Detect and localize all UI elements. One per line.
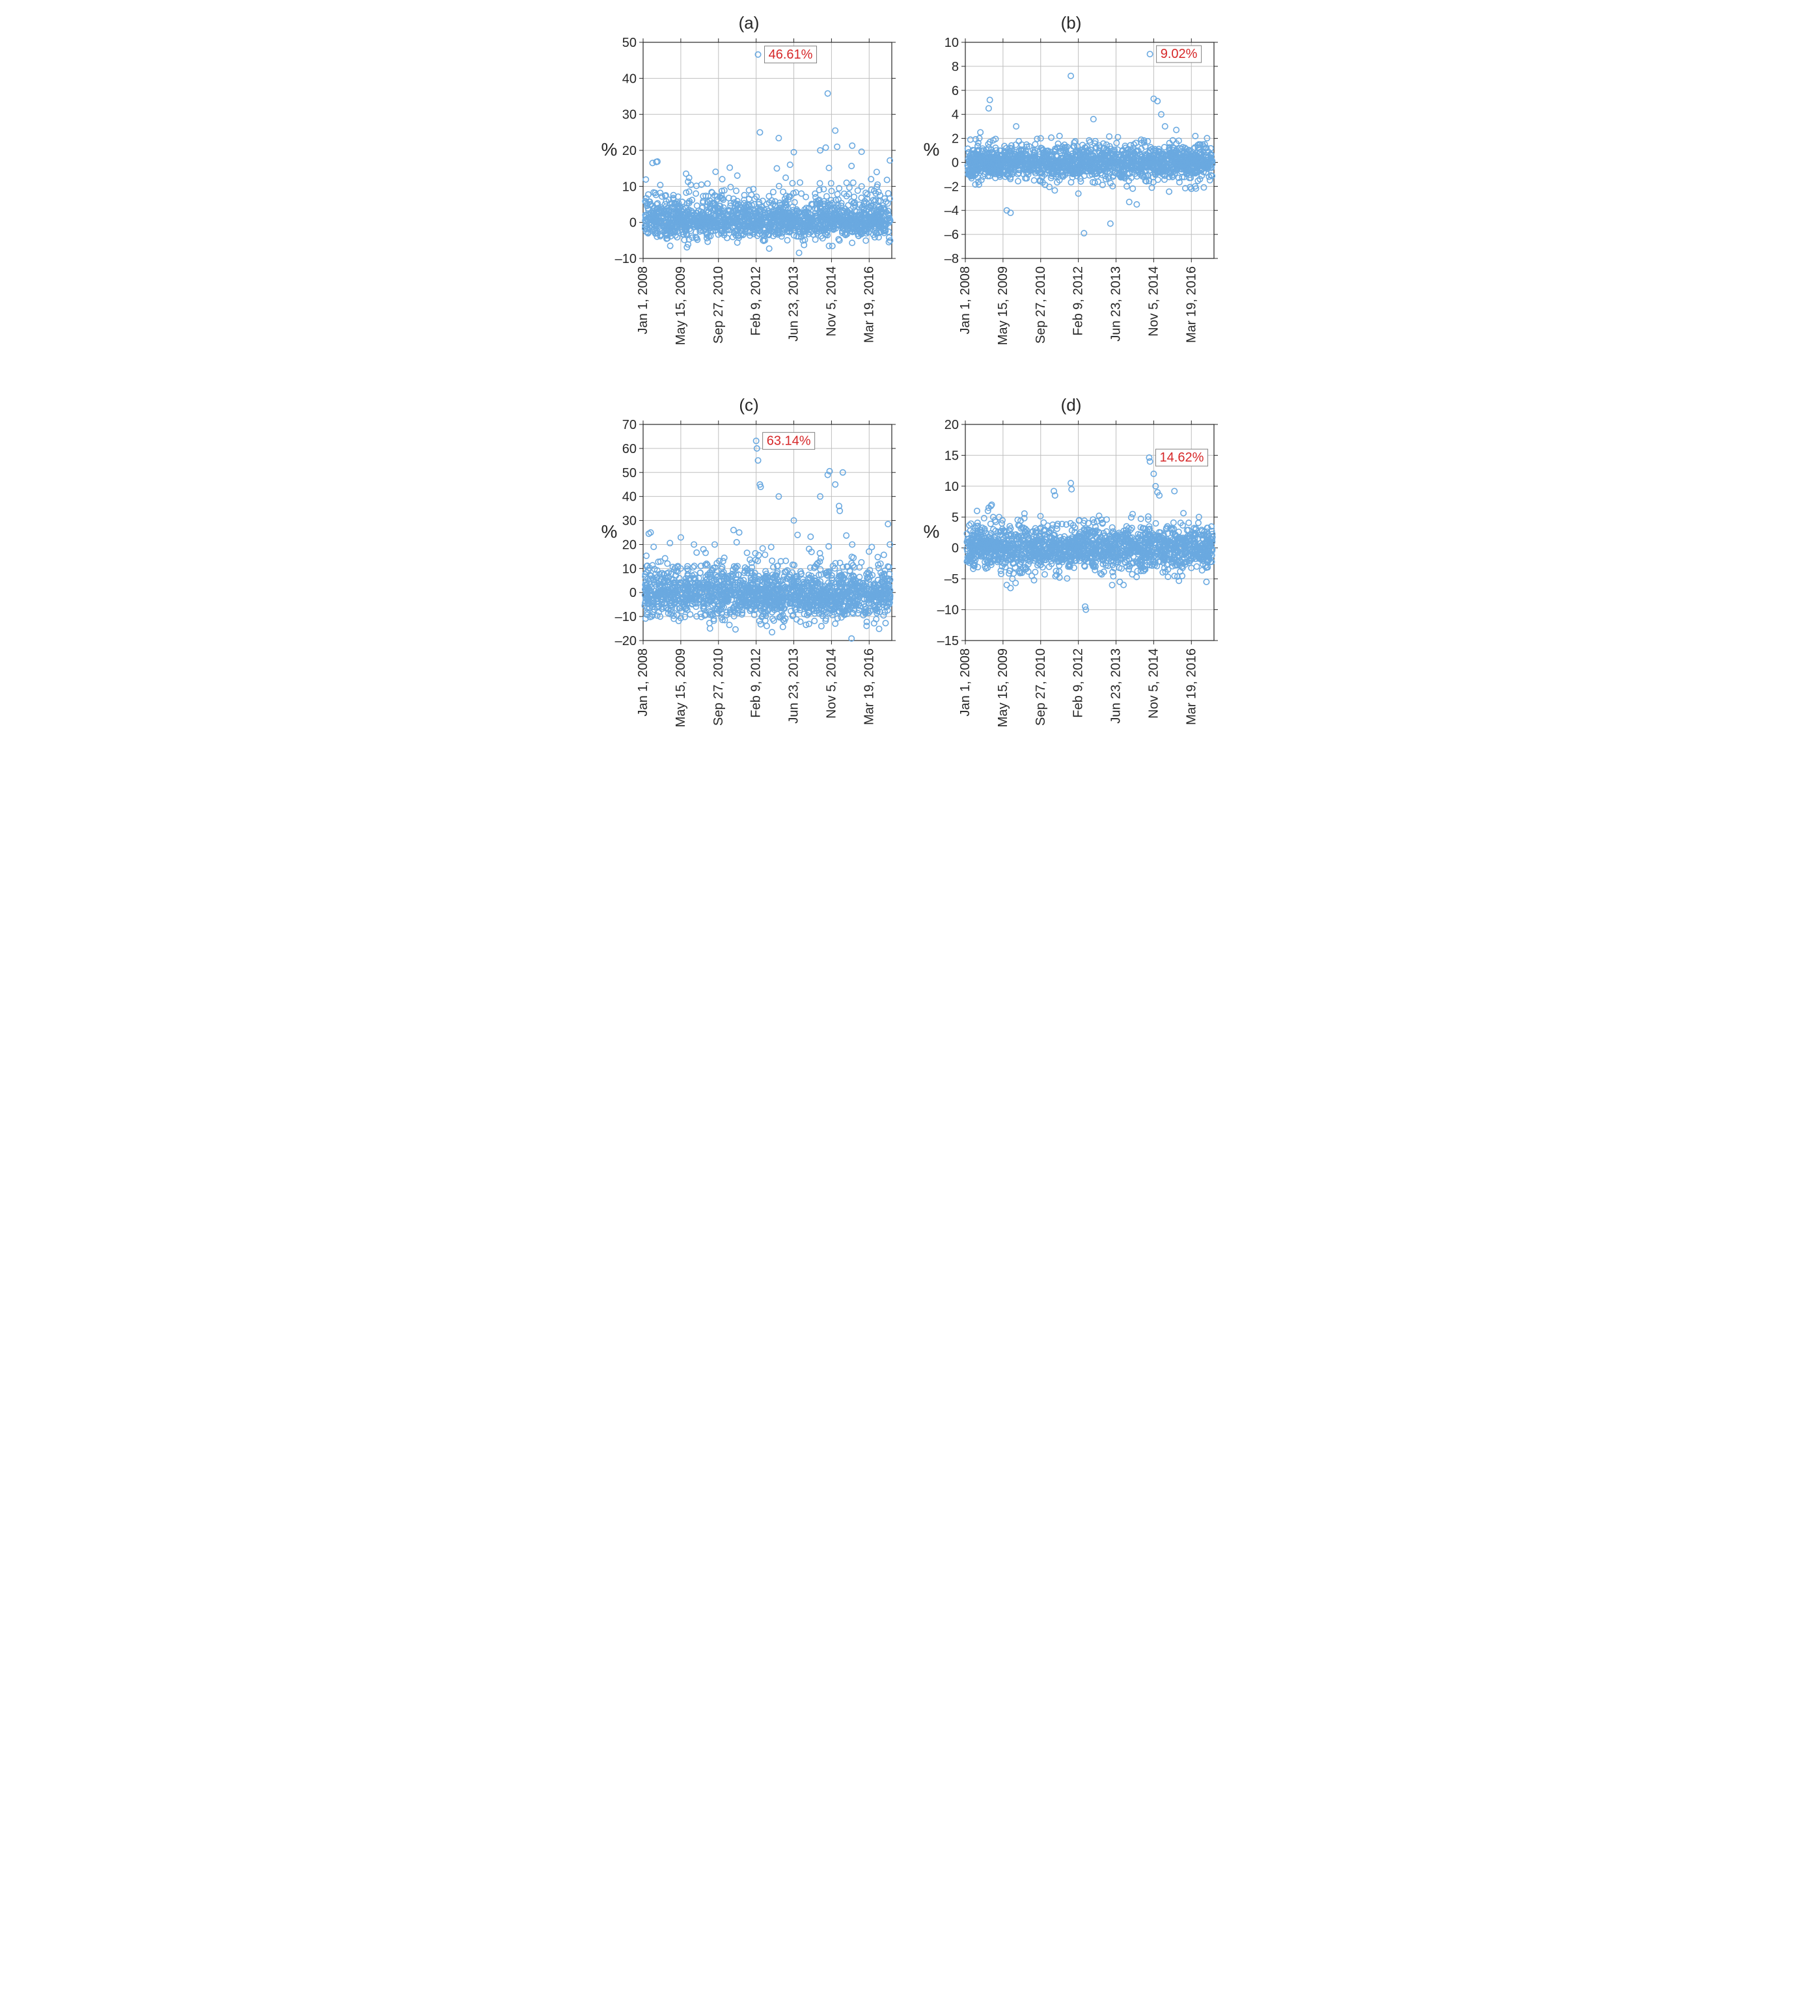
svg-text:May 15, 2009: May 15, 2009 [674,266,688,345]
svg-text:Feb 9, 2012: Feb 9, 2012 [1071,266,1086,336]
panel-c-title: (c) [598,395,900,415]
svg-text:10: 10 [622,562,637,576]
svg-text:Sep 27, 2010: Sep 27, 2010 [1034,266,1048,344]
svg-text:30: 30 [622,514,637,529]
svg-text:46.61%: 46.61% [769,48,813,62]
svg-text:%: % [601,139,618,159]
svg-text:10: 10 [622,180,637,194]
svg-text:Feb 9, 2012: Feb 9, 2012 [749,266,764,336]
svg-text:Sep 27, 2010: Sep 27, 2010 [711,648,726,726]
svg-text:–4: –4 [944,204,959,218]
svg-text:Mar 19, 2016: Mar 19, 2016 [862,266,876,343]
svg-text:Mar 19, 2016: Mar 19, 2016 [862,648,876,725]
svg-text:Nov 5, 2014: Nov 5, 2014 [1146,266,1161,337]
panel-d-title: (d) [920,395,1222,415]
panel-d: (d) –15–10–505101520%Jan 1, 2008May 15, … [920,395,1222,751]
svg-text:4: 4 [952,108,959,122]
svg-text:20: 20 [622,144,637,158]
panel-b-chart: –8 –6 –4 –2 0 2 4 6 8 10% Jan 1, 2008 May 15, 2009 S… [920,37,1222,369]
svg-text:%: % [601,521,618,542]
svg-text:Nov 5, 2014: Nov 5, 2014 [824,266,838,337]
svg-text:Sep 27, 2010: Sep 27, 2010 [711,266,726,344]
svg-text:20: 20 [622,538,637,552]
svg-text:%: % [924,139,940,159]
svg-text:10: 10 [944,37,959,50]
svg-text:–10: –10 [615,610,637,624]
panel-a-chart: –10 0 10 20 30 40 50% Jan 1, 2008 May 15, 2009 Se… [598,37,900,369]
svg-text:0: 0 [629,216,637,230]
svg-text:70: 70 [622,419,637,432]
svg-text:0: 0 [952,156,959,170]
svg-text:Jun 23, 2013: Jun 23, 2013 [1109,266,1124,342]
svg-text:0: 0 [629,586,637,600]
svg-text:9.02%: 9.02% [1161,47,1198,61]
svg-text:6: 6 [952,84,959,98]
svg-text:30: 30 [622,108,637,122]
panel-a-title: (a) [598,13,900,33]
svg-text:2: 2 [952,132,959,146]
svg-text:–6: –6 [944,228,959,242]
svg-text:Jan 1, 2008: Jan 1, 2008 [958,266,972,335]
panel-b-title: (b) [920,13,1222,33]
svg-text:May 15, 2009: May 15, 2009 [674,648,688,727]
svg-text:Jan 1, 2008: Jan 1, 2008 [636,648,650,717]
svg-text:Mar 19, 2016: Mar 19, 2016 [1184,266,1198,343]
svg-text:May 15, 2009: May 15, 2009 [996,266,1010,345]
svg-text:Feb 9, 2012: Feb 9, 2012 [749,648,764,718]
panel-c-chart: –20 –10 0 10 20 30 40 50 60 70% Jan 1, 2008 May 15,… [598,419,900,751]
svg-text:8: 8 [952,60,959,74]
svg-text:Jun 23, 2013: Jun 23, 2013 [787,648,801,724]
svg-text:50: 50 [622,37,637,50]
svg-text:40: 40 [622,72,637,86]
svg-text:–2: –2 [944,180,959,194]
svg-text:50: 50 [622,466,637,480]
panel-a: (a) –10 0 10 20 30 40 50% Jan 1, 2008 May 15, 20… [598,13,900,369]
svg-text:Jun 23, 2013: Jun 23, 2013 [787,266,801,342]
panel-d-chart: –15–10–505101520%Jan 1, 2008May 15, 2009… [920,419,1222,751]
panel-b: (b) –8 –6 –4 –2 0 2 4 6 8 10% Jan 1, 2008 May 15, 2… [920,13,1222,369]
scatter-2x2-grid: (a) –1001020304050%Jan 1, 2008May 15, 20… [598,13,1222,751]
svg-text:–8: –8 [944,252,959,266]
svg-text:Nov 5, 2014: Nov 5, 2014 [824,648,838,719]
panel-c: (c) –20 –10 0 10 20 30 40 50 60 70% Jan 1, 2008 May… [598,395,900,751]
svg-text:Jan 1, 2008: Jan 1, 2008 [636,266,650,335]
svg-text:–10: –10 [615,252,637,266]
svg-text:60: 60 [622,442,637,456]
svg-text:40: 40 [622,490,637,504]
svg-text:–20: –20 [615,634,637,648]
